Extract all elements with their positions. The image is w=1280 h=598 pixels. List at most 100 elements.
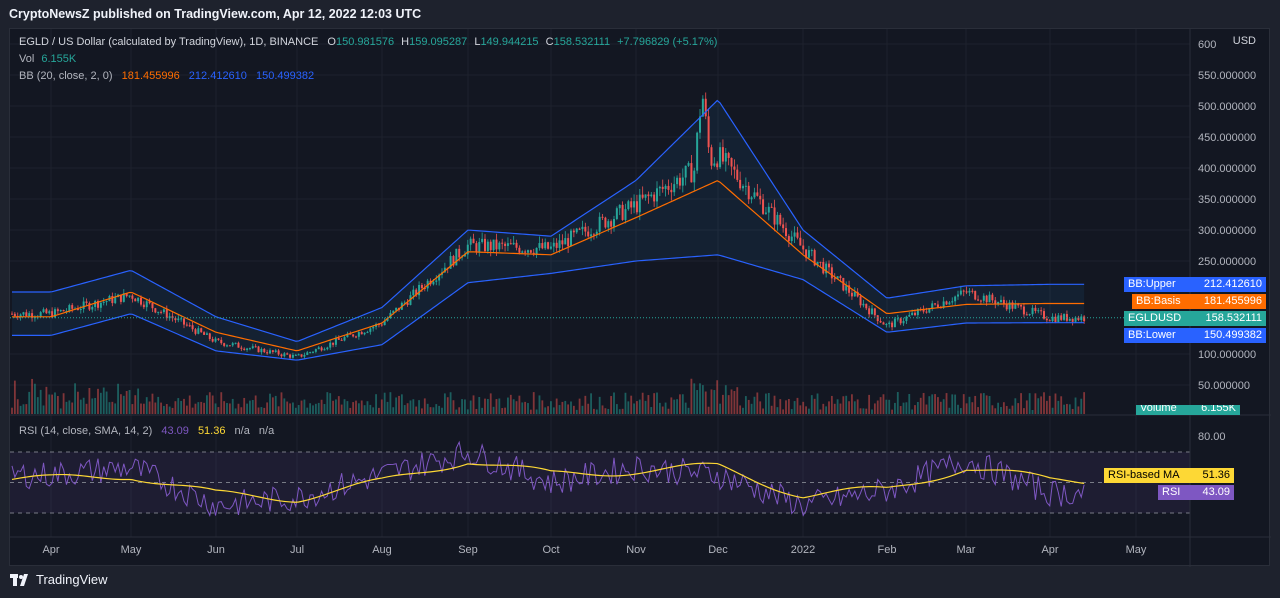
rsi-ma-line: [11, 462, 1085, 503]
volume-bar: [928, 396, 931, 414]
candle-body: [22, 312, 25, 315]
candle-body: [154, 308, 157, 313]
chart-area[interactable]: 600 550.000000 500.000000 450.000000 400.000…: [9, 28, 1271, 567]
currency-label[interactable]: USD: [1233, 35, 1256, 47]
legend-bb-lower: 150.499382: [255, 70, 315, 82]
volume-bar: [355, 400, 357, 414]
volume-bar: [1045, 400, 1048, 414]
price-tick: 250.000000: [1198, 256, 1256, 268]
volume-bar: [1008, 408, 1011, 414]
candle-body: [753, 192, 756, 198]
volume-bar: [1020, 393, 1022, 414]
candle-body: [432, 281, 435, 285]
candle-body: [79, 309, 82, 311]
candle-body: [340, 339, 343, 341]
volume-bar: [624, 392, 627, 414]
candle-body: [274, 350, 277, 352]
volume-bar: [82, 397, 85, 414]
candle-body: [759, 195, 762, 200]
candle-body: [366, 331, 369, 333]
volume-bar: [891, 409, 893, 414]
candle-body: [931, 303, 934, 309]
volume-bar: [980, 393, 982, 414]
legend-bb-basis: 181.455996: [121, 70, 180, 82]
candle-body: [346, 333, 349, 338]
candle-body: [905, 316, 908, 322]
candle-body: [653, 194, 656, 202]
volume-bar: [1068, 404, 1071, 414]
price-axis[interactable]: 600 550.000000 500.000000 450.000000 400.000…: [1198, 39, 1256, 392]
volume-bar: [208, 392, 211, 414]
tradingview-logo[interactable]: TradingView: [10, 572, 108, 587]
volume-bar: [1071, 408, 1074, 414]
time-axis[interactable]: Apr May Jun Jul Aug Sep Oct Nov Dec 2022 Feb Mar Apr…: [42, 544, 1146, 556]
volume-bar: [547, 406, 549, 414]
legend-symbol[interactable]: EGLD / US Dollar (calculated by TradingV…: [19, 36, 319, 48]
volume-bar: [816, 393, 819, 414]
volume-bar: [942, 399, 945, 414]
candle-body: [558, 240, 561, 248]
volume-bar: [56, 396, 59, 414]
candle-body: [412, 289, 415, 296]
legend-main: EGLD / US Dollar (calculated by TradingV…: [19, 36, 717, 48]
volume-bar: [171, 407, 174, 414]
volume-bar: [323, 404, 326, 414]
volume-bar: [636, 401, 638, 414]
legend-rsi[interactable]: RSI (14, close, SMA, 14, 2) 43.09 51.36 …: [19, 425, 274, 437]
volume-bar: [615, 404, 618, 414]
volume-bar: [595, 409, 598, 414]
candle-body: [62, 309, 65, 312]
symbol-name: EGLDUSD: [1124, 311, 1186, 326]
published-title: CryptoNewsZ published on TradingView.com…: [9, 7, 422, 21]
candle-body: [799, 237, 802, 246]
candle-body: [1014, 304, 1017, 309]
candle-body: [713, 163, 716, 166]
candle-body: [891, 322, 894, 328]
candle-body: [604, 217, 607, 228]
candle-body: [25, 312, 28, 317]
candle-body: [942, 301, 945, 308]
candle-body: [140, 297, 142, 305]
volume-value: 6.155K: [1180, 405, 1240, 415]
volume-bar: [251, 399, 254, 414]
volume-bar: [1037, 398, 1040, 414]
legend-bb[interactable]: BB (20, close, 2, 0) 181.455996 212.4126…: [19, 70, 314, 82]
volume-bar: [985, 395, 988, 414]
candle-body: [309, 352, 312, 354]
volume-bar: [790, 409, 793, 414]
candle-body: [816, 261, 819, 266]
volume-bar: [916, 401, 919, 414]
volume-bar: [1017, 403, 1020, 414]
volume-bar: [550, 401, 552, 414]
volume-bar: [134, 395, 137, 414]
candle-body: [974, 291, 977, 300]
bb-basis-label: BB:Basis 181.455996: [1124, 294, 1266, 309]
legend-bb-upper: 212.412610: [188, 70, 247, 82]
volume-bar: [787, 398, 790, 414]
candle-body: [549, 246, 552, 249]
volume-bar: [154, 402, 157, 414]
volume-bar: [736, 387, 739, 414]
chart-svg[interactable]: 600 550.000000 500.000000 450.000000 400.000…: [10, 29, 1271, 567]
candle-body: [246, 348, 249, 350]
legend-volume[interactable]: Vol 6.155K: [19, 53, 76, 65]
candle-body: [352, 334, 355, 337]
volume-bar: [469, 400, 472, 414]
volume-bar: [337, 396, 340, 414]
volume-bar: [306, 407, 309, 414]
candle-body: [19, 314, 22, 318]
candle-body: [710, 147, 713, 166]
volume-bar: [28, 391, 31, 414]
candle-body: [1068, 318, 1071, 321]
candle-body: [99, 302, 102, 308]
candle-body: [552, 242, 555, 247]
volume-bar: [1051, 407, 1054, 414]
candle-body: [592, 234, 595, 236]
candle-body: [994, 300, 997, 305]
volume-bar: [1057, 400, 1060, 414]
volume-bar: [793, 401, 796, 414]
candle-body: [630, 201, 633, 208]
candle-body: [489, 241, 492, 251]
candle-body: [739, 179, 742, 189]
candle-body: [1005, 303, 1008, 310]
